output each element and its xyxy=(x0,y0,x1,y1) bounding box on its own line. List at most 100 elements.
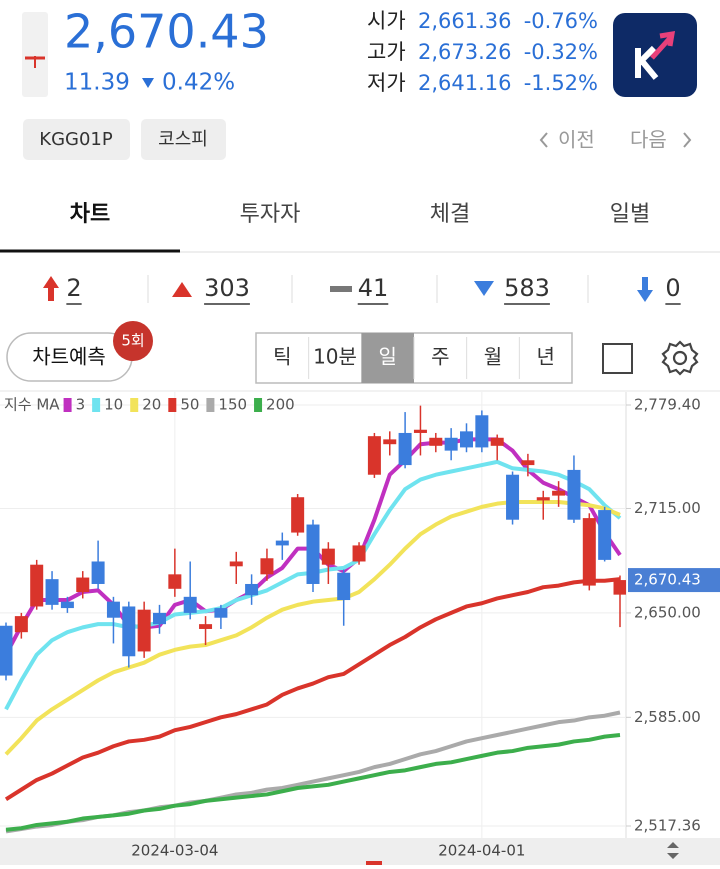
tab[interactable]: 차트 xyxy=(70,202,110,227)
legend-swatch xyxy=(206,398,215,412)
candle-body xyxy=(291,497,305,533)
candle-body xyxy=(260,558,274,575)
candle-body xyxy=(444,437,458,451)
y-tick-label: 2,517.36 xyxy=(634,817,701,835)
current-price-label: 2,670.43 xyxy=(634,571,701,589)
grid: 2,517.36 2,585.00 2,650.00 2,715.00 2,779.40… xyxy=(0,392,720,838)
candle-body xyxy=(45,579,59,605)
flat-icon xyxy=(330,286,352,292)
legend-label: 200 xyxy=(266,396,295,414)
next-icon xyxy=(683,132,692,148)
down-icon xyxy=(142,78,154,88)
ma-line xyxy=(4,577,621,801)
change: 11.39 xyxy=(64,70,130,96)
logo-arrow xyxy=(650,30,676,60)
legend-label: 150 xyxy=(218,396,247,414)
tab[interactable]: 투자자 xyxy=(240,202,301,227)
legend-swatch xyxy=(92,398,101,412)
next[interactable]: 다음 xyxy=(630,128,667,152)
candle-body xyxy=(460,431,473,448)
scroll-icon[interactable] xyxy=(667,842,679,859)
candle-body xyxy=(106,601,120,618)
ohlc-pct: -0.76% xyxy=(524,9,598,33)
badge xyxy=(113,321,153,361)
candle-body xyxy=(429,437,443,446)
legend-label: 20 xyxy=(142,396,161,414)
candle-body xyxy=(14,616,28,633)
legend-swatch xyxy=(254,398,263,412)
legend: 지수 MA 3 10 20 50 150 200 xyxy=(4,396,295,414)
tab[interactable]: 일별 xyxy=(610,202,650,227)
ma-line xyxy=(5,733,621,832)
candle-body xyxy=(168,574,182,589)
tag[interactable] xyxy=(23,119,130,160)
ohlc-label: 시가 xyxy=(367,9,406,33)
x-axis: 2024-03-04 2024-04-01 xyxy=(131,842,525,860)
legend-label: 3 xyxy=(76,396,86,414)
y-tick-label: 2,585.00 xyxy=(634,708,701,726)
tag-label: KGG01P xyxy=(39,129,113,150)
tabs: 차트 투자자 체결 일별 xyxy=(70,202,650,227)
period[interactable]: 일 xyxy=(378,345,396,369)
candle-body xyxy=(598,510,612,560)
y-tick-label: 2,715.00 xyxy=(634,499,701,517)
period[interactable]: 10분 xyxy=(313,345,357,369)
candle-body xyxy=(552,490,566,496)
scroll-marker xyxy=(366,861,382,865)
x-tick-label: 2024-03-04 xyxy=(131,842,218,860)
candle-body xyxy=(60,601,74,609)
tab[interactable]: 체결 xyxy=(430,202,470,227)
ohlc: 시가 2,661.36 -0.76% 고가 2,673.26 -0.32% 저가… xyxy=(367,9,598,95)
period[interactable]: 월 xyxy=(484,345,502,369)
mini-bar xyxy=(22,12,48,97)
legend-swatch xyxy=(168,398,177,412)
count[interactable]: 41 xyxy=(358,274,389,302)
candle-body xyxy=(183,596,197,613)
period[interactable]: 년 xyxy=(536,345,554,369)
app-logo[interactable] xyxy=(613,13,697,97)
candle-body xyxy=(91,561,105,584)
settings-icon[interactable] xyxy=(661,340,699,376)
period[interactable]: 틱 xyxy=(273,345,291,369)
candle-body xyxy=(0,625,13,676)
ma-line xyxy=(5,710,621,834)
candle-body xyxy=(383,439,397,445)
logo-k xyxy=(635,45,659,80)
candle-body xyxy=(352,545,366,562)
ohlc-pct: -1.52% xyxy=(524,71,598,95)
count[interactable]: 0 xyxy=(665,274,680,302)
tag-label: 코스피 xyxy=(158,129,208,150)
square-icon[interactable] xyxy=(602,343,633,374)
count[interactable]: 303 xyxy=(204,274,250,302)
candle-body xyxy=(367,436,381,475)
period-selected xyxy=(361,333,414,383)
candle-body xyxy=(536,497,550,501)
ohlc-pct: -0.32% xyxy=(524,40,598,64)
count[interactable]: 2 xyxy=(66,274,81,302)
x-axis-bar xyxy=(0,838,720,865)
period-selector: 틱 10분 일 주 월 년 xyxy=(255,332,573,384)
limit-up-icon xyxy=(43,276,59,301)
period[interactable]: 주 xyxy=(431,345,449,369)
candle-body xyxy=(214,608,228,618)
candle-body xyxy=(613,580,626,595)
prev-icon xyxy=(539,132,548,148)
candle-body xyxy=(153,612,166,625)
legend-label: 50 xyxy=(180,396,199,414)
predict-label: 차트예측 xyxy=(32,345,106,369)
count[interactable]: 583 xyxy=(504,274,550,302)
x-tick-label: 2024-04-01 xyxy=(438,842,525,860)
candle-body xyxy=(321,548,335,565)
tag[interactable] xyxy=(141,119,226,160)
legend-swatch xyxy=(63,398,72,412)
plot xyxy=(0,405,626,834)
legend-label: 10 xyxy=(104,396,123,414)
prev[interactable]: 이전 xyxy=(558,128,595,152)
price: 2,670.43 xyxy=(64,5,269,59)
ohlc-label: 고가 xyxy=(367,40,406,64)
candle-body xyxy=(582,518,596,586)
candle-body xyxy=(475,415,489,448)
candle-body xyxy=(337,572,351,601)
candle-body xyxy=(398,432,412,466)
